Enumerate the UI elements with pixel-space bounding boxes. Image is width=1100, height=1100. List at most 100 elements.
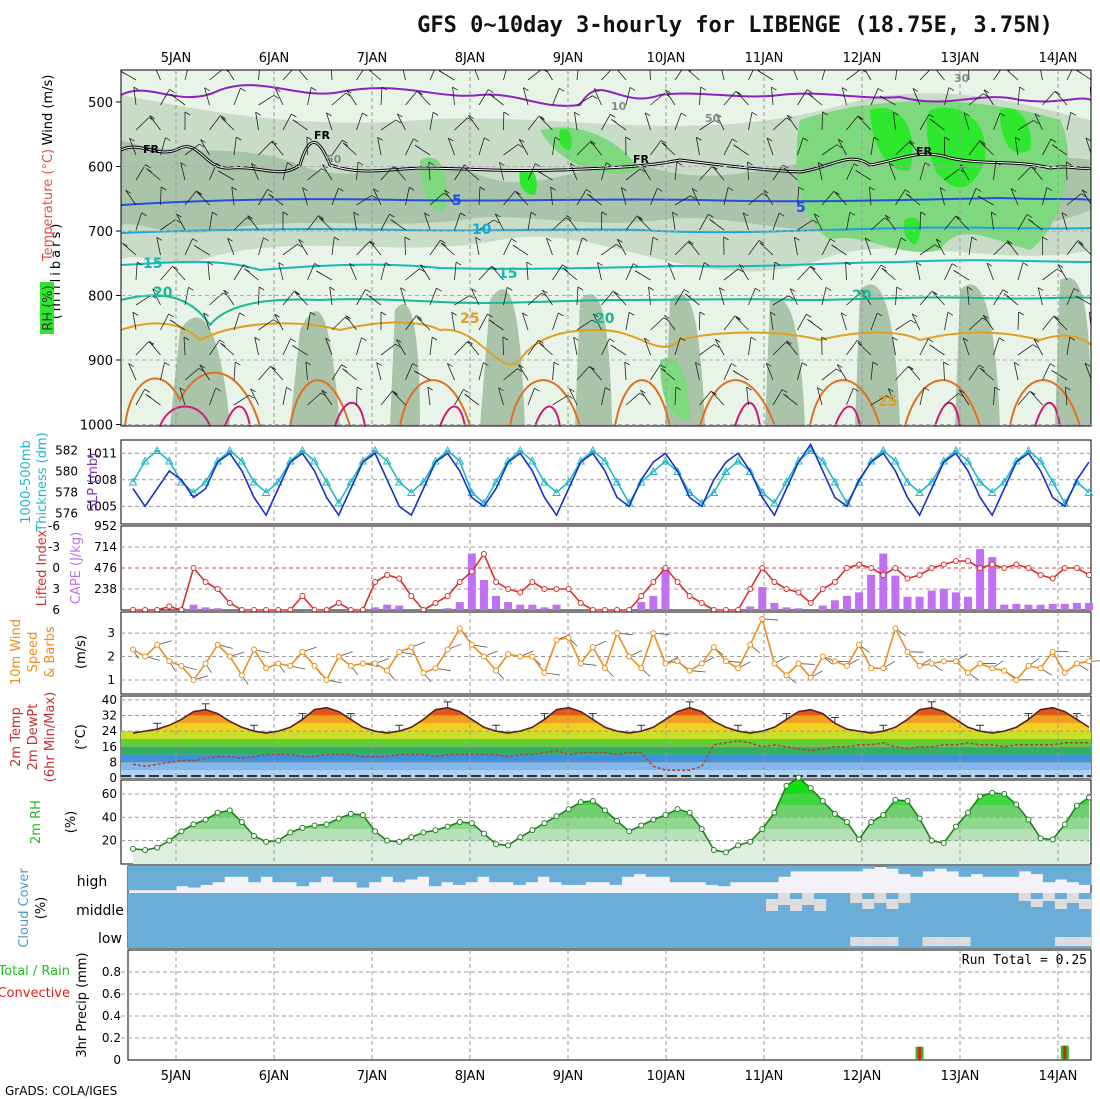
- cape-bar: [528, 604, 537, 610]
- wind-barb-flag: [554, 136, 561, 141]
- cloud-high-bar: [898, 866, 911, 875]
- cloud-mid-low-bar: [645, 893, 659, 948]
- data-point: [190, 821, 197, 828]
- wind-barb: [574, 112, 578, 131]
- wind-barb: [821, 287, 827, 306]
- wind-barb-flag: [977, 195, 984, 200]
- data-point: [698, 660, 705, 667]
- rh-band: [133, 829, 1089, 841]
- data-point: [831, 579, 838, 585]
- wind-barb: [772, 262, 776, 281]
- wind-barb-flag: [1070, 112, 1076, 116]
- cloud-mid-low-bar: [826, 893, 839, 948]
- temp-contour-25: [121, 321, 1091, 366]
- wind-barb: [821, 111, 824, 131]
- cloud-gap: [934, 937, 947, 946]
- wind-barb-flag: [508, 63, 513, 66]
- wind-barb-flag: [498, 387, 504, 392]
- wind-panel: 321 10m Wind Speed & Barbs (m/s): [9, 611, 1100, 695]
- wind-barb: [747, 162, 749, 181]
- cloud-mid-low-bar: [128, 893, 141, 948]
- data-point: [638, 822, 645, 829]
- cloud-high-bar: [404, 866, 418, 880]
- data-point: [674, 806, 681, 813]
- wind-barb-flag: [338, 187, 344, 192]
- wind-barb: [160, 219, 176, 231]
- wind-barb-flag: [1052, 144, 1058, 149]
- cloud-high-bar: [1078, 866, 1092, 885]
- wind-barb-flag: [629, 87, 636, 91]
- cloud-high-bar: [814, 866, 827, 872]
- data-point: [807, 674, 814, 681]
- wind-barb: [983, 89, 994, 106]
- data-point: [359, 812, 366, 818]
- wind-barb-flag: [636, 215, 643, 220]
- data-point: [432, 600, 439, 606]
- data-point: [310, 456, 319, 465]
- fr-label: FR: [633, 153, 650, 166]
- wind-barb: [771, 87, 774, 106]
- data-point: [420, 669, 427, 676]
- wind-barb: [258, 237, 264, 256]
- wind-barb-flag: [928, 114, 935, 118]
- wind-barb-flag: [168, 313, 174, 318]
- cloud-gap: [1054, 937, 1067, 946]
- wind-barb-flag: [634, 270, 641, 275]
- wind-barb: [601, 387, 606, 406]
- data-point: [904, 575, 911, 582]
- data-point: [880, 572, 887, 578]
- cloud-high-bar: [778, 866, 791, 877]
- wind-barb-flag: [967, 286, 973, 291]
- wind-barb: [184, 190, 197, 206]
- data-point: [226, 807, 233, 814]
- wind-barb-flag: [432, 111, 439, 116]
- wind-barb-flag: [661, 142, 668, 147]
- wind-barb-flag: [758, 240, 765, 244]
- cloud-high-bar: [260, 866, 273, 877]
- cloud-high-bar: [994, 866, 1008, 877]
- wind-barb: [576, 141, 591, 156]
- wind-barb: [870, 264, 882, 281]
- cloud-mid-low-bar: [440, 893, 454, 948]
- wind-barb-flag: [876, 312, 883, 317]
- wind-barb-flag: [605, 387, 611, 391]
- wind-barb: [956, 216, 970, 231]
- cloud-high-bar: [200, 866, 213, 885]
- wind-barb-flag: [180, 162, 186, 166]
- wind-barb: [1033, 338, 1043, 356]
- cloud-gap: [1030, 899, 1043, 907]
- wind-barb: [209, 212, 213, 231]
- data-point: [346, 477, 356, 486]
- wind-barb: [307, 168, 322, 181]
- fr-label: FR: [143, 143, 160, 156]
- wind-barb-flag: [1037, 287, 1044, 291]
- data-point: [831, 810, 838, 817]
- wind-barb-flag: [755, 287, 761, 292]
- rh-shade-band: [519, 107, 1031, 245]
- precip-panel: 0.80.60.40.20 Run Total = 0.25 Total / R…: [0, 949, 1092, 1067]
- wind-barb-flag: [1010, 188, 1017, 192]
- wind-barb-flag: [495, 213, 501, 218]
- wind-barb-flag: [291, 113, 297, 118]
- wind-barb: [196, 191, 210, 206]
- wind-barb-flag: [311, 87, 317, 91]
- wind-barb: [298, 70, 308, 81]
- wind-barb-flag: [172, 266, 179, 270]
- wind-barb: [305, 362, 308, 381]
- cloud-high-bar: [1054, 866, 1068, 880]
- cloud-high-bar: [633, 866, 647, 875]
- tick-label: 16: [102, 740, 117, 754]
- wind-barb: [772, 212, 780, 231]
- tick-label: 0.2: [102, 1031, 121, 1045]
- wind-barb: [478, 266, 492, 281]
- wind-barb-flag: [813, 213, 820, 218]
- wind-barb: [967, 287, 970, 306]
- data-point: [444, 646, 451, 653]
- data-point: [1025, 816, 1032, 823]
- wind-barb-flag: [633, 263, 639, 267]
- tick-label-li: 6: [52, 603, 60, 617]
- wind-barb-flag: [835, 368, 842, 373]
- wind-barb: [870, 217, 885, 231]
- credit: GrADS: COLA/IGES: [5, 1084, 117, 1098]
- wind-barb: [711, 391, 725, 406]
